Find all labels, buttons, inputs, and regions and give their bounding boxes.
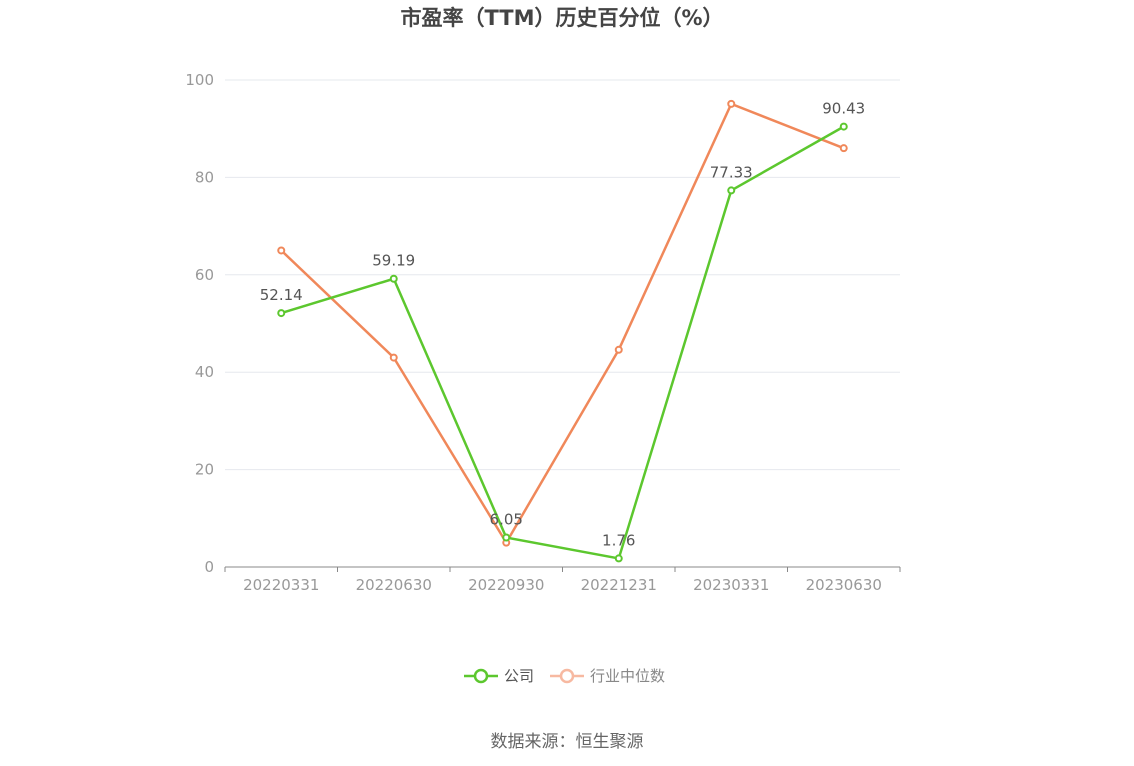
series-layer <box>277 99 848 563</box>
x-tick-label: 20220331 <box>243 576 319 594</box>
y-tick-label: 100 <box>185 71 214 89</box>
legend-item[interactable]: 公司 <box>464 667 534 685</box>
data-label: 77.33 <box>710 163 753 181</box>
data-point[interactable] <box>389 353 398 362</box>
series-line <box>280 102 845 544</box>
source-note: 数据来源：恒生聚源 <box>491 732 644 752</box>
x-tick-label: 20220930 <box>468 576 544 594</box>
data-point[interactable] <box>839 144 848 153</box>
data-label: 52.14 <box>260 286 303 304</box>
data-label: 6.05 <box>490 511 523 529</box>
legend-marker-icon <box>559 668 575 684</box>
y-tick-label: 0 <box>204 558 214 576</box>
data-point[interactable] <box>727 99 736 108</box>
data-point[interactable] <box>839 122 848 131</box>
y-tick-label: 20 <box>195 461 214 479</box>
data-label: 90.43 <box>822 100 865 118</box>
data-point[interactable] <box>614 554 623 563</box>
data-label: 1.76 <box>602 531 635 549</box>
data-point[interactable] <box>502 533 511 542</box>
data-labels: 52.14 59.19 6.05 1.76 77.33 90.43 <box>260 100 865 550</box>
data-point[interactable] <box>389 274 398 283</box>
legend-label: 公司 <box>504 667 534 685</box>
data-point[interactable] <box>614 345 623 354</box>
x-tick-label: 20230630 <box>806 576 882 594</box>
legend-label: 行业中位数 <box>590 667 665 685</box>
grid <box>225 79 900 471</box>
y-axis: 0 20 40 60 80 100 <box>185 71 214 576</box>
legend[interactable]: 公司 行业中位数 <box>464 667 665 685</box>
data-point[interactable] <box>277 309 286 318</box>
y-tick-label: 60 <box>195 266 214 284</box>
legend-item[interactable]: 行业中位数 <box>550 667 665 685</box>
data-label: 59.19 <box>372 252 415 270</box>
data-point[interactable] <box>277 246 286 255</box>
y-tick-label: 80 <box>195 168 214 186</box>
x-tick-label: 20221231 <box>581 576 657 594</box>
chart-title: 市盈率（TTM）历史百分位（%） <box>400 6 723 30</box>
y-tick-label: 40 <box>195 363 214 381</box>
x-tick-label: 20230331 <box>693 576 769 594</box>
x-tick-label: 20220630 <box>356 576 432 594</box>
legend-marker-icon <box>473 668 489 684</box>
series-line <box>280 125 845 560</box>
x-axis: 20220331 20220630 20220930 20221231 20230331… <box>224 566 901 594</box>
data-point[interactable] <box>727 186 736 195</box>
